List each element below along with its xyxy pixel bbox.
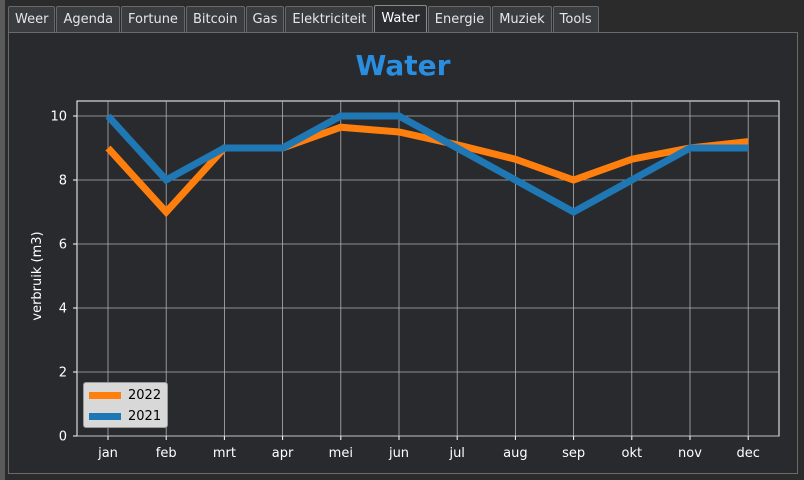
tab-elektriciteit[interactable]: Elektriciteit (285, 6, 374, 32)
y-tick-label: 6 (59, 238, 67, 253)
legend-swatch-2022 (89, 391, 121, 399)
series-line-2021 (105, 112, 749, 216)
x-tick-label: mrt (213, 446, 236, 461)
series-line-2022 (105, 123, 749, 218)
tab-energie[interactable]: Energie (427, 6, 492, 32)
tab-agenda[interactable]: Agenda (56, 6, 121, 32)
y-tick-label: 2 (59, 366, 67, 381)
tab-tools[interactable]: Tools (552, 6, 599, 32)
y-tick-label: 4 (59, 302, 67, 317)
x-tick-label: okt (622, 446, 643, 461)
x-tick-label: jul (448, 446, 464, 461)
x-tick-label: mei (329, 446, 353, 461)
x-tick-label: nov (678, 446, 702, 461)
x-tick-label: aug (503, 446, 527, 461)
x-tick-label: apr (272, 446, 294, 461)
x-tick-label: dec (736, 446, 759, 461)
tab-bitcoin[interactable]: Bitcoin (185, 6, 245, 32)
tab-bar: Weer Agenda Fortune Bitcoin Gas Elektriciteit… (8, 5, 600, 33)
chart-title: Water (355, 49, 451, 82)
x-tick-label: feb (156, 446, 177, 461)
y-tick-label: 8 (59, 174, 67, 189)
x-tick-label: sep (562, 446, 585, 461)
tab-fortune[interactable]: Fortune (121, 6, 185, 32)
legend-label-2021: 2021 (128, 408, 162, 424)
y-axis-label: verbruik (m3) (30, 231, 45, 320)
tab-muziek[interactable]: Muziek (492, 6, 552, 32)
tab-water[interactable]: Water (374, 5, 427, 33)
legend-item-2022: 2022 (89, 385, 161, 405)
tab-weer[interactable]: Weer (8, 6, 56, 32)
x-tick-label: jan (97, 446, 118, 461)
legend-item-2021: 2021 (89, 406, 161, 426)
tab-gas[interactable]: Gas (245, 6, 285, 32)
x-tick-label: jun (388, 446, 409, 461)
y-tick-label: 0 (59, 430, 67, 445)
window-left-edge (0, 0, 5, 480)
legend-swatch-2021 (89, 412, 121, 420)
legend-label-2022: 2022 (128, 387, 162, 403)
chart-legend: 2022 2021 (83, 382, 168, 428)
y-tick-label: 10 (50, 110, 67, 125)
